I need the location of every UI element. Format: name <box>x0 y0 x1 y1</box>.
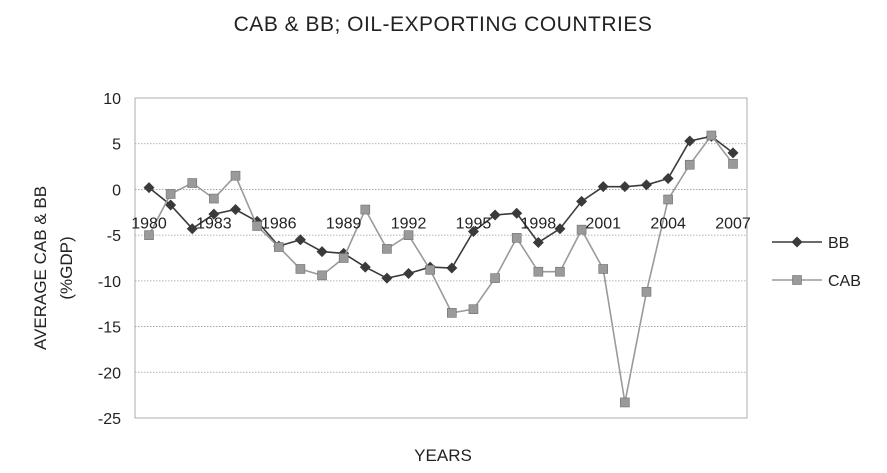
data-point-cab <box>641 287 652 297</box>
data-point-bb <box>532 236 544 248</box>
legend-label: CAB <box>828 273 861 290</box>
data-point-bb <box>576 195 588 207</box>
data-point-cab <box>576 224 587 235</box>
data-point-bb <box>143 182 155 194</box>
data-point-cab <box>403 230 414 240</box>
data-point-bb <box>165 199 177 211</box>
x-tick-label: 2004 <box>650 215 686 232</box>
y-tick-label: 10 <box>103 91 121 108</box>
data-point-bb <box>662 172 674 184</box>
data-point-cab <box>144 230 154 240</box>
data-point-bb <box>511 207 523 219</box>
data-point-cab <box>706 130 717 141</box>
data-point-bb <box>597 181 609 193</box>
data-point-cab <box>338 253 349 263</box>
data-point-bb <box>640 179 652 191</box>
x-tick-label: 1983 <box>196 215 232 232</box>
data-point-bb <box>489 209 501 221</box>
x-tick-label: 1995 <box>456 215 492 232</box>
y-tick-label: 5 <box>112 137 121 154</box>
legend-item-bb: BB <box>772 235 849 252</box>
y-tick-label: -5 <box>107 228 121 245</box>
data-point-cab <box>360 204 371 215</box>
y-tick-label: -10 <box>98 274 121 291</box>
x-tick-label: 1998 <box>521 215 557 232</box>
series-line-bb <box>148 135 734 279</box>
legend-label: BB <box>828 235 849 252</box>
y-tick-labels: 10 5 0 -5 -10 -15 -20 -25 <box>98 91 121 428</box>
series-cab <box>144 130 738 408</box>
data-point-bb <box>403 268 415 280</box>
legend-item-cab: CAB <box>772 273 861 290</box>
y-tick-label: -15 <box>98 320 121 337</box>
data-point-cab <box>533 266 544 277</box>
data-point-bb <box>208 208 220 220</box>
series-layer <box>143 130 739 408</box>
y-axis-title-line2: (%GDP) <box>57 236 76 299</box>
data-point-cab <box>317 270 327 281</box>
x-axis-title: YEARS <box>414 446 472 465</box>
series-bb <box>143 130 739 284</box>
x-tick-labels: 1980 1983 1986 1989 1992 1995 1998 2001 2004 2007 <box>131 215 751 232</box>
data-point-bb <box>554 223 566 235</box>
data-point-cab <box>273 242 284 252</box>
data-point-bb <box>316 246 328 258</box>
series-line-cab <box>148 134 734 403</box>
data-point-cab <box>209 193 219 204</box>
data-point-cab <box>620 397 630 408</box>
grid-lines <box>135 143 747 373</box>
x-tick-label: 1989 <box>326 215 362 232</box>
data-point-cab <box>468 304 479 315</box>
data-point-cab <box>447 308 457 318</box>
data-point-bb <box>727 147 739 159</box>
data-point-cab <box>684 159 695 170</box>
data-point-cab <box>295 264 306 274</box>
chart-title: CAB & BB; OIL-EXPORTING COUNTRIES <box>234 13 653 36</box>
x-tick-label: 2007 <box>715 215 751 232</box>
data-point-bb <box>381 272 393 284</box>
x-tick-label: 1992 <box>391 215 427 232</box>
data-point-cab <box>555 266 565 277</box>
data-point-cab <box>663 194 673 205</box>
legend-marker <box>791 236 803 248</box>
data-point-cab <box>425 265 435 275</box>
data-point-bb <box>230 204 242 216</box>
x-tick-label: 1980 <box>131 215 167 232</box>
y-tick-label: -20 <box>98 365 121 382</box>
plot-frame <box>134 97 748 419</box>
data-point-cab <box>165 189 176 199</box>
x-tick-label: 2001 <box>585 215 621 232</box>
data-point-bb <box>359 261 371 273</box>
data-point-cab <box>511 233 522 243</box>
data-point-cab <box>598 264 609 274</box>
legend-marker <box>792 275 802 285</box>
data-point-bb <box>446 262 458 274</box>
legend: BB CAB <box>772 235 861 290</box>
data-point-cab <box>187 178 198 188</box>
x-tick-label: 1986 <box>261 215 297 232</box>
data-point-cab <box>382 244 392 254</box>
y-axis-title: AVERAGE CAB & BB (%GDP) <box>31 186 76 350</box>
data-point-cab <box>490 273 500 283</box>
data-point-bb <box>294 234 306 246</box>
data-point-bb <box>186 223 198 235</box>
data-point-cab <box>230 170 241 181</box>
y-axis-title-line1: AVERAGE CAB & BB <box>31 186 50 350</box>
data-point-bb <box>619 181 631 193</box>
data-point-bb <box>467 225 479 237</box>
data-point-cab <box>252 221 262 231</box>
y-tick-label: -25 <box>98 411 121 428</box>
data-point-bb <box>684 135 696 147</box>
y-tick-label: 0 <box>112 182 121 199</box>
data-point-cab <box>728 159 738 169</box>
